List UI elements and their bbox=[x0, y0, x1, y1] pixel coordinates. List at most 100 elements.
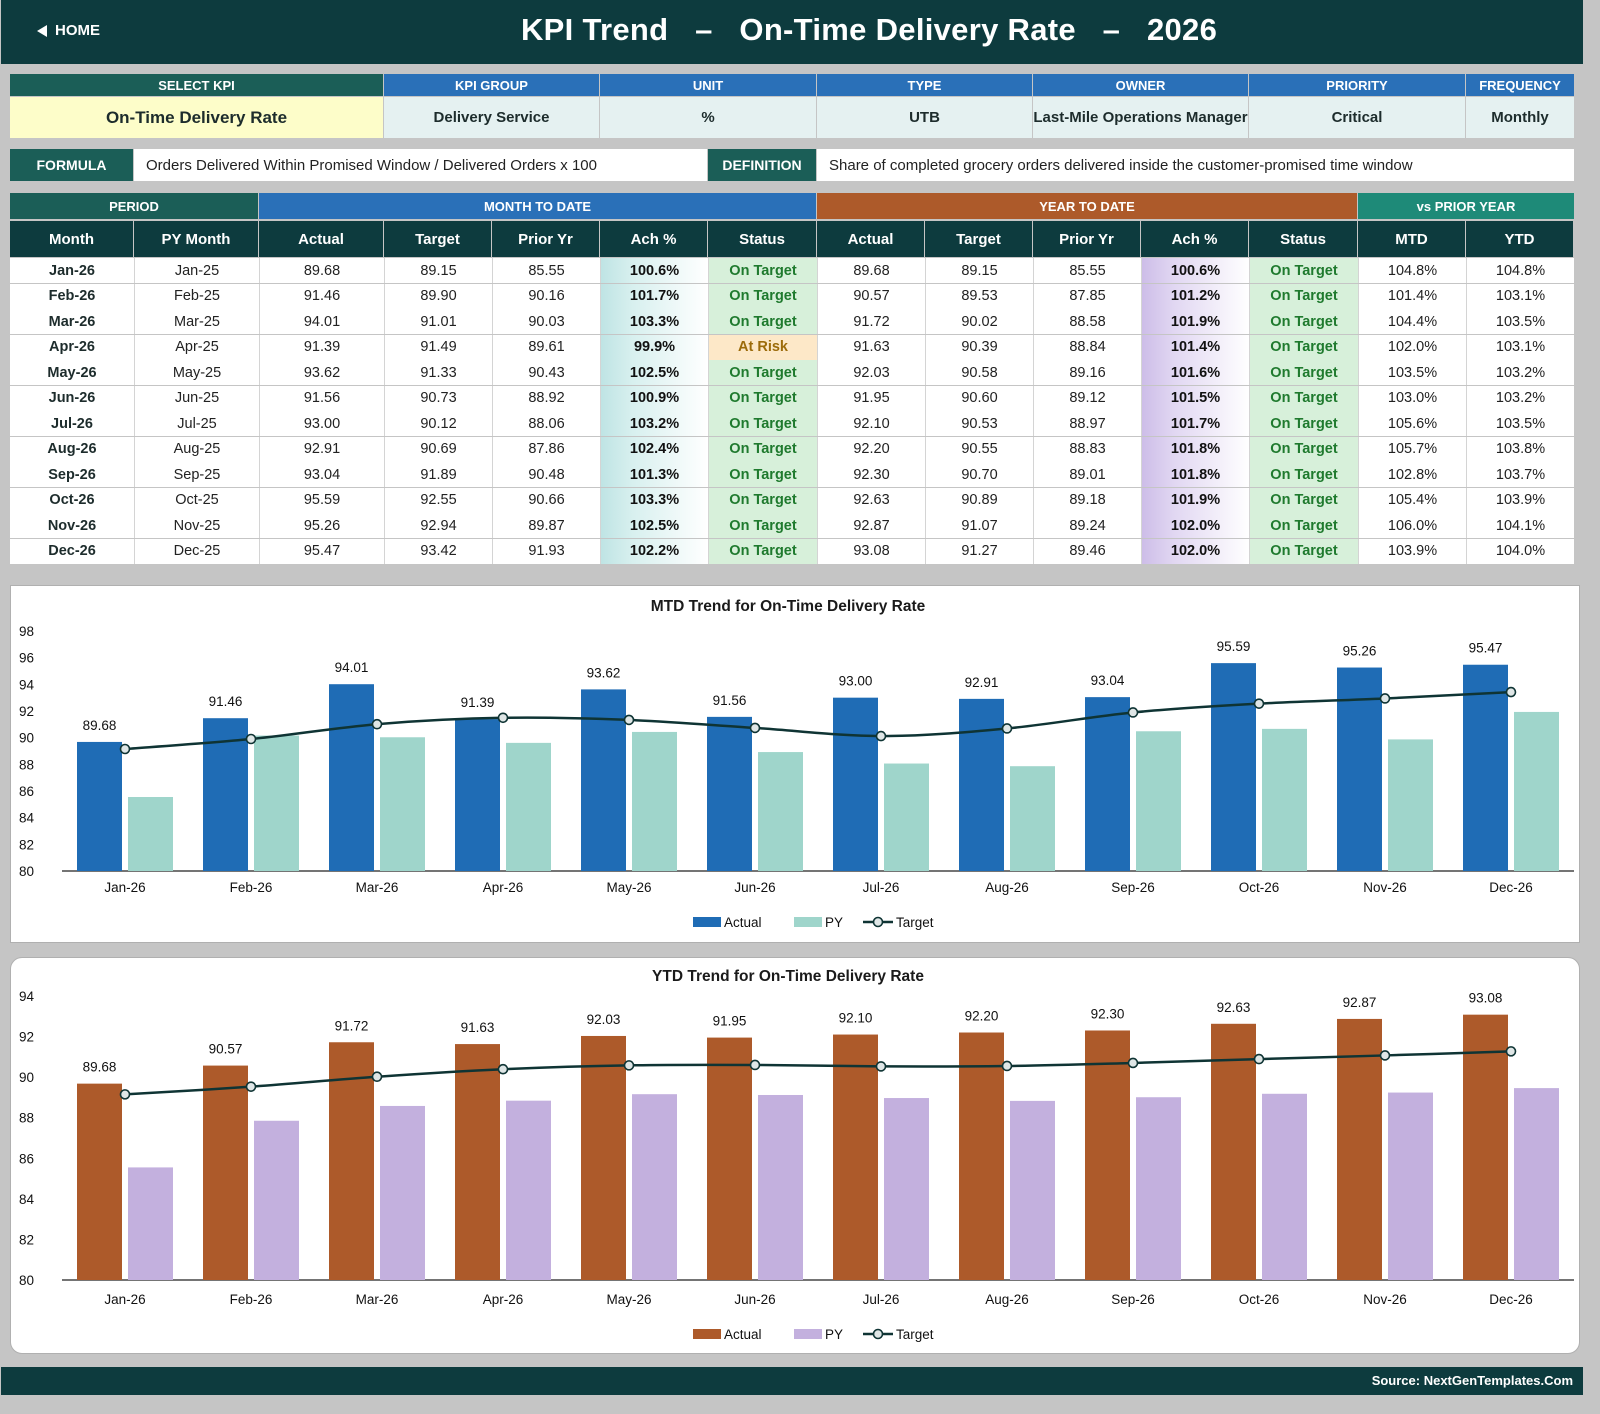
target-point bbox=[749, 722, 761, 734]
col-mtd-status-cell: On Target bbox=[708, 513, 817, 538]
data-label: 91.39 bbox=[461, 695, 495, 710]
bar-actual bbox=[1337, 667, 1382, 871]
x-tick-label: Feb-26 bbox=[230, 1292, 273, 1307]
owner-header: OWNER bbox=[1033, 74, 1248, 96]
col-mtd-status-header: Status bbox=[708, 221, 816, 257]
bar-actual bbox=[707, 1037, 752, 1280]
data-label: 92.91 bbox=[965, 675, 999, 690]
bar-py bbox=[1136, 1097, 1181, 1280]
target-point bbox=[119, 1089, 131, 1100]
col-py-month-cell: Jun-25 bbox=[134, 385, 259, 411]
bar-py bbox=[884, 763, 929, 871]
col-ytd-status-cell: On Target bbox=[1249, 283, 1358, 309]
col-mtd-prior-yr-cell: 90.66 bbox=[492, 487, 600, 513]
bar-actual bbox=[833, 1034, 878, 1280]
col-mtd-target-cell: 93.42 bbox=[384, 538, 492, 564]
col-ytd-prior-yr-header: Prior Yr bbox=[1033, 221, 1140, 257]
kpi-group-value: Delivery Service bbox=[384, 97, 599, 138]
legend-marker-target bbox=[872, 916, 884, 928]
target-point bbox=[749, 1059, 761, 1071]
y-tick-label: 84 bbox=[19, 811, 35, 826]
col-mtd-target-cell: 90.73 bbox=[384, 385, 492, 411]
col-mtd-actual-cell: 93.00 bbox=[259, 411, 384, 436]
col-ytd-ach-cell: 101.4% bbox=[1141, 334, 1249, 360]
bar-py bbox=[1514, 1088, 1559, 1280]
x-tick-label: Feb-26 bbox=[230, 880, 273, 895]
bar-py bbox=[758, 752, 803, 871]
col-mtd-actual-cell: 95.26 bbox=[259, 513, 384, 538]
col-ytd-prior-yr-cell: 88.97 bbox=[1033, 411, 1141, 436]
data-label: 94.01 bbox=[335, 660, 369, 675]
col-vs-py-ytd-cell: 103.8% bbox=[1466, 436, 1574, 462]
table-row: Dec-26 Dec-25 95.47 93.42 91.93 102.2% On Targ… bbox=[10, 538, 1574, 564]
col-vs-py-ytd-cell: 103.1% bbox=[1466, 283, 1574, 309]
col-mtd-target-cell: 91.01 bbox=[384, 309, 492, 334]
col-vs-py-ytd-cell: 103.9% bbox=[1466, 487, 1574, 513]
bar-actual bbox=[707, 716, 752, 871]
col-py-month-cell: Jan-25 bbox=[134, 258, 259, 283]
home-button[interactable]: HOME bbox=[37, 22, 100, 39]
y-tick-label: 96 bbox=[19, 651, 34, 666]
col-mtd-actual-cell: 89.68 bbox=[259, 258, 384, 283]
col-mtd-prior-yr-cell: 89.61 bbox=[492, 334, 600, 360]
col-mtd-target-cell: 89.90 bbox=[384, 283, 492, 309]
x-tick-label: Aug-26 bbox=[985, 880, 1029, 895]
col-ytd-target-cell: 90.60 bbox=[925, 385, 1033, 411]
data-label: 95.26 bbox=[1343, 644, 1377, 659]
col-py-month-cell: Jul-25 bbox=[134, 411, 259, 436]
y-tick-label: 92 bbox=[19, 704, 34, 719]
col-ytd-status-cell: On Target bbox=[1249, 360, 1358, 385]
bar-actual bbox=[959, 1032, 1004, 1280]
col-mtd-ach-cell: 102.5% bbox=[600, 360, 708, 385]
col-mtd-actual-cell: 92.91 bbox=[259, 436, 384, 462]
col-mtd-actual-cell: 93.04 bbox=[259, 462, 384, 487]
x-tick-label: Dec-26 bbox=[1489, 1292, 1533, 1307]
x-tick-label: Dec-26 bbox=[1489, 880, 1533, 895]
x-tick-label: Aug-26 bbox=[985, 1292, 1029, 1307]
col-mtd-prior-yr-cell: 87.86 bbox=[492, 436, 600, 462]
table-row: Jun-26 Jun-25 91.56 90.73 88.92 100.9% On Targ… bbox=[10, 385, 1574, 411]
col-ytd-status-cell: On Target bbox=[1249, 258, 1358, 283]
col-month-cell: Mar-26 bbox=[10, 309, 134, 334]
bar-actual bbox=[581, 689, 626, 871]
target-point bbox=[371, 1071, 383, 1083]
col-ytd-prior-yr-cell: 89.16 bbox=[1033, 360, 1141, 385]
bar-py bbox=[884, 1098, 929, 1280]
col-ytd-status-cell: On Target bbox=[1249, 411, 1358, 436]
col-mtd-target-cell: 90.12 bbox=[384, 411, 492, 436]
data-label: 91.95 bbox=[713, 1014, 747, 1029]
x-tick-label: May-26 bbox=[606, 1292, 651, 1307]
legend-swatch-actual bbox=[693, 1329, 721, 1339]
col-py-month-cell: Mar-25 bbox=[134, 309, 259, 334]
col-month-cell: Dec-26 bbox=[10, 538, 134, 564]
bar-actual bbox=[1211, 663, 1256, 871]
chart-title: MTD Trend for On-Time Delivery Rate bbox=[651, 598, 926, 615]
x-tick-label: Mar-26 bbox=[356, 880, 399, 895]
y-tick-label: 80 bbox=[19, 864, 34, 879]
col-ytd-prior-yr-cell: 88.84 bbox=[1033, 334, 1141, 360]
col-ytd-ach-cell: 100.6% bbox=[1141, 258, 1249, 283]
table-row: Aug-26 Aug-25 92.91 90.69 87.86 102.4% On Targ… bbox=[10, 436, 1574, 462]
col-py-month-header: PY Month bbox=[134, 221, 258, 257]
vs-prior-year-group-header: vs PRIOR YEAR bbox=[1358, 193, 1574, 219]
col-vs-py-ytd-cell: 103.1% bbox=[1466, 334, 1574, 360]
col-vs-py-ytd-cell: 103.2% bbox=[1466, 360, 1574, 385]
col-mtd-actual-cell: 95.59 bbox=[259, 487, 384, 513]
y-tick-label: 86 bbox=[19, 784, 34, 799]
col-ytd-status-cell: On Target bbox=[1249, 385, 1358, 411]
col-py-month-cell: Nov-25 bbox=[134, 513, 259, 538]
target-point bbox=[623, 1060, 635, 1071]
data-label: 89.68 bbox=[83, 718, 117, 733]
legend-marker-target bbox=[872, 1328, 884, 1340]
table-row: Mar-26 Mar-25 94.01 91.01 90.03 103.3% On Targ… bbox=[10, 309, 1574, 334]
col-ytd-actual-cell: 90.57 bbox=[817, 283, 925, 309]
data-label: 90.57 bbox=[209, 1042, 243, 1057]
col-mtd-ach-header: Ach % bbox=[600, 221, 707, 257]
x-tick-label: Apr-26 bbox=[483, 1292, 524, 1307]
col-vs-py-ytd-cell: 104.8% bbox=[1466, 258, 1574, 283]
col-vs-py-mtd-cell: 103.5% bbox=[1358, 360, 1466, 385]
col-ytd-ach-cell: 101.6% bbox=[1141, 360, 1249, 385]
footer-bar: Source: NextGenTemplates.Com bbox=[1, 1367, 1583, 1395]
kpi-selector[interactable]: On-Time Delivery Rate bbox=[10, 97, 383, 138]
